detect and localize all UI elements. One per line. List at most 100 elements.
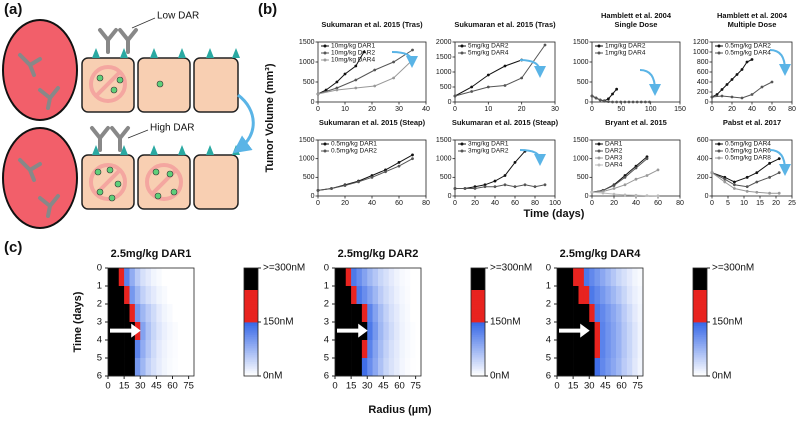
colorbar-step — [693, 291, 707, 294]
heat-cell — [145, 358, 152, 377]
heat-cell — [567, 358, 574, 377]
x-tick-label: 20 — [518, 106, 526, 113]
x-tick-label: 60 — [768, 106, 776, 113]
colorbar-step — [244, 368, 258, 371]
data-point — [733, 187, 736, 190]
heat-cell — [600, 358, 606, 377]
x-tick-label: 40 — [368, 200, 376, 207]
heat-cell — [124, 286, 130, 305]
data-point — [470, 90, 474, 93]
legend-label: 0.5mg/kg DAR8 — [725, 155, 771, 162]
chart-title: Sukumaran et al. 2015 (Tras) — [454, 20, 556, 29]
data-point — [343, 72, 347, 76]
x-tick-label: 25 — [788, 200, 796, 207]
heat-cell — [621, 286, 628, 305]
series-line — [455, 184, 546, 189]
series-line — [454, 59, 522, 97]
heat-cell — [183, 322, 189, 341]
heat-cell — [573, 304, 579, 323]
heat-cell — [140, 286, 146, 305]
heat-cell — [394, 322, 400, 341]
y-tick-label: 400 — [697, 156, 709, 163]
heat-cell — [383, 340, 390, 359]
colorbar-step — [693, 311, 707, 314]
colorbar-step — [693, 268, 707, 271]
colorbar-step — [471, 332, 485, 335]
colorbar-step — [471, 358, 485, 361]
heat-cell — [394, 268, 400, 287]
x-tick-label: 100 — [645, 106, 657, 113]
heat-cell — [361, 304, 368, 323]
colorbar-step — [693, 309, 707, 312]
colorbar-step — [244, 268, 258, 271]
heat-cell — [183, 304, 189, 323]
heat-cell — [399, 322, 406, 341]
data-point — [627, 100, 631, 104]
heat-cell — [129, 304, 136, 323]
heat-cell — [129, 358, 136, 377]
heat-cell — [589, 322, 595, 341]
y-axis-label: Tumor Volume (mm³) — [264, 63, 276, 172]
heat-cell — [621, 340, 628, 359]
heat-cell — [351, 268, 357, 287]
heat-cell — [600, 340, 606, 359]
data-point — [493, 179, 497, 183]
colorbar-step — [693, 320, 707, 323]
data-point — [634, 177, 638, 181]
colorbar-step — [244, 370, 258, 373]
x-tick-label: 15 — [568, 381, 579, 392]
data-point — [645, 174, 649, 177]
heat-cell — [399, 340, 406, 359]
arrow-head — [131, 323, 141, 338]
data-point — [745, 185, 749, 189]
x-tick-label: 0 — [332, 381, 337, 392]
heat-cell — [600, 268, 606, 287]
colorbar-step — [693, 323, 707, 326]
heat-cell — [177, 322, 184, 341]
colorbar-label: 150nM — [263, 317, 294, 328]
heat-cell — [610, 322, 617, 341]
colorbar-step — [244, 318, 258, 321]
data-point — [335, 86, 339, 90]
series-line — [455, 150, 526, 189]
heat-cell — [161, 286, 168, 305]
x-tick-label: 60 — [167, 381, 178, 392]
x-tick-label: 45 — [378, 381, 389, 392]
x-tick-label: 150 — [674, 106, 686, 113]
colorbar-step — [471, 278, 485, 281]
colorbar-label: 0nM — [490, 371, 509, 382]
heat-cell — [118, 304, 125, 323]
heat-cell — [388, 286, 395, 305]
legend-marker — [597, 156, 601, 160]
heat-cell — [108, 268, 114, 287]
heat-cell — [161, 358, 168, 377]
data-point — [397, 164, 401, 168]
heat-cell — [610, 304, 617, 323]
x-tick-label: 20 — [368, 106, 376, 113]
x-tick-label: 80 — [422, 200, 430, 207]
data-point — [745, 189, 749, 193]
legend-label: 3mg/kg DAR2 — [468, 148, 509, 155]
heat-cell — [129, 340, 136, 359]
colorbar-step — [471, 359, 485, 362]
heat-cell — [161, 304, 168, 323]
y-tick-label: 4 — [97, 335, 102, 346]
data-point — [730, 95, 734, 99]
colorbar-step — [244, 309, 258, 312]
data-point — [373, 68, 377, 72]
heat-cell — [605, 358, 612, 377]
data-point — [612, 187, 616, 190]
data-point — [330, 187, 333, 190]
x-tick-label: 40 — [422, 106, 430, 113]
legend-marker — [717, 44, 721, 48]
colorbar-step — [693, 286, 707, 289]
y-tick-label: 2 — [97, 299, 102, 310]
heat-cell — [632, 268, 638, 287]
legend-label: 5mg/kg DAR4 — [468, 50, 509, 57]
panel-label: (a) — [4, 1, 22, 18]
x-tick-label: 0 — [590, 200, 594, 207]
data-point — [343, 184, 347, 187]
heat-cell — [134, 304, 141, 323]
heat-cell — [113, 340, 120, 359]
x-tick-label: 10 — [341, 106, 349, 113]
